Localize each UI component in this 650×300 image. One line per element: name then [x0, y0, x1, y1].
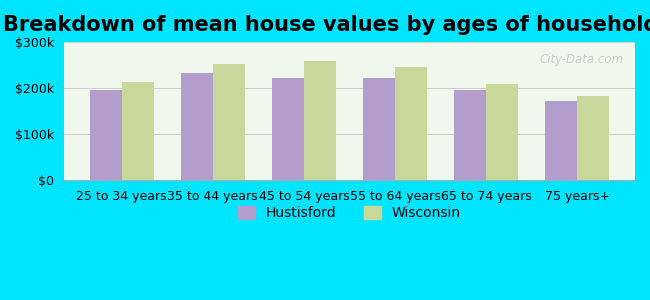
- Bar: [395, 68, 427, 180]
- Bar: [577, 96, 609, 180]
- Bar: [181, 74, 213, 180]
- Bar: [486, 83, 518, 180]
- Bar: [545, 101, 577, 180]
- Bar: [90, 89, 122, 180]
- Legend: Hustisford, Wisconsin: Hustisford, Wisconsin: [232, 201, 467, 226]
- Bar: [272, 78, 304, 180]
- Text: City-Data.com: City-Data.com: [540, 53, 623, 66]
- Bar: [122, 82, 153, 180]
- Title: Breakdown of mean house values by ages of householders: Breakdown of mean house values by ages o…: [3, 15, 650, 35]
- Bar: [213, 64, 244, 180]
- Bar: [304, 61, 336, 180]
- Bar: [454, 90, 486, 180]
- Bar: [363, 79, 395, 180]
